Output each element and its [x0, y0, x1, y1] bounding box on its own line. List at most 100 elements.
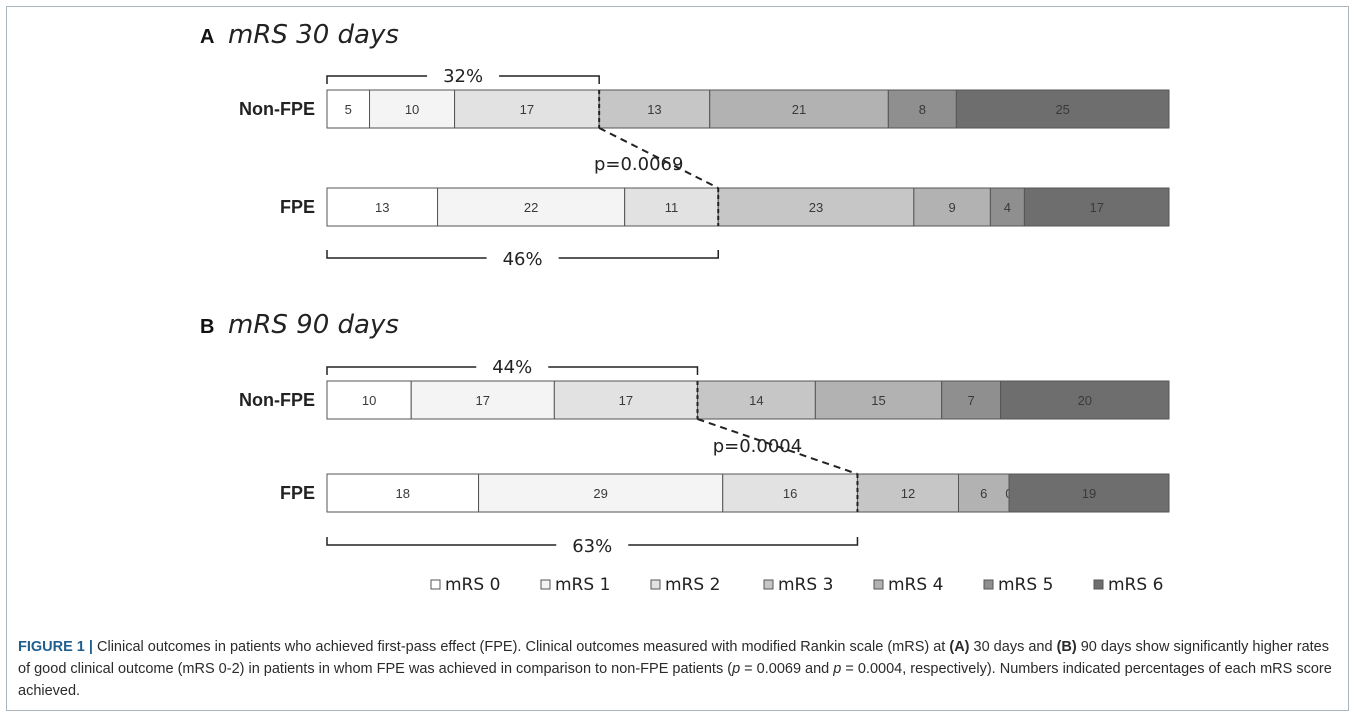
caption-text-4: = 0.0069 and [740, 661, 834, 677]
panel-b-row-1-label-mrs2: 16 [783, 486, 797, 501]
panel-a-row-0-segment-mrs4 [709, 89, 889, 129]
legend-swatch-mrs5 [983, 579, 994, 590]
panel-b-row-0-segment-mrs1 [410, 380, 555, 420]
panel-a-row-1-segment-mrs0 [326, 187, 439, 227]
panel-a-dash-connector [598, 127, 719, 189]
panel-b-row-1-label-mrs3: 12 [901, 486, 915, 501]
panel-a-row-1-label-mrs6: 17 [1089, 200, 1103, 215]
legend-label-mrs4: mRS 4 [888, 575, 943, 595]
panel-b-row-1-segment-mrs0 [326, 473, 480, 513]
figure-frame [6, 6, 1349, 711]
caption-text-2: 30 days and [969, 639, 1057, 655]
panel-b-row-0-label-mrs6: 20 [1078, 393, 1092, 408]
legend-label-mrs1: mRS 1 [555, 575, 610, 595]
panel-a-row-1-label-mrs3: 23 [809, 200, 823, 215]
panel-a-row-0-label-mrs3: 13 [647, 102, 661, 117]
panel-a-row-label-1: FPE [280, 197, 315, 217]
caption-label: FIGURE 1 | [18, 639, 93, 655]
panel-b-row-label-1: FPE [280, 483, 315, 503]
panel-a-row-0-label-mrs6: 25 [1055, 102, 1069, 117]
panel-a-row-0-segment-mrs6 [955, 89, 1170, 129]
panel-b-row-1-label-mrs0: 18 [396, 486, 410, 501]
panel-a-top-bracket-label: 32% [443, 66, 483, 87]
panel-b-row-0-label-mrs2: 17 [619, 393, 633, 408]
legend-label-mrs5: mRS 5 [998, 575, 1053, 595]
panel-a-row-0-label-mrs2: 17 [520, 102, 534, 117]
panel-a-row-1-segment-mrs5 [989, 187, 1025, 227]
panel-b-row-1-segment-mrs1 [478, 473, 724, 513]
panel-a-bottom-bracket-gap [486, 247, 559, 269]
panel-b-row-1-segment-mrs3 [856, 473, 960, 513]
panel-b-row-0-label-mrs3: 14 [749, 393, 763, 408]
panel-b-top-bracket-gap [476, 355, 549, 377]
panel-a-row-1-segment-mrs1 [437, 187, 626, 227]
caption-ref-a: (A) [949, 639, 970, 655]
caption-p-symbol-2: p [833, 661, 842, 677]
panel-b-row-1-label-mrs1: 29 [593, 486, 607, 501]
panel-b-row-1-segment-mrs2 [722, 473, 858, 513]
panel-a-row-1-label-mrs4: 9 [949, 200, 956, 215]
panel-a-row-1-label-mrs1: 22 [524, 200, 538, 215]
panel-b-row-1-segment-mrs4 [958, 473, 1010, 513]
panel-b-letter: B [200, 316, 214, 338]
panel-b-top-bracket-label: 44% [492, 357, 532, 378]
panel-b-row-0-segment-mrs2 [553, 380, 698, 420]
panel-b-row-1-label-mrs6: 19 [1082, 486, 1096, 501]
panel-b-row-0-segment-mrs0 [326, 380, 412, 420]
panel-a-letter: A [200, 26, 214, 48]
panel-a-title: mRS 30 days [228, 20, 399, 50]
legend-swatch-mrs1 [540, 579, 551, 590]
legend-label-mrs0: mRS 0 [445, 575, 500, 595]
legend-swatch-mrs0 [430, 579, 441, 590]
panel-b-row-0-segment-mrs5 [941, 380, 1002, 420]
panel-a-row-1-segment-mrs3 [717, 187, 915, 227]
legend-swatch-mrs3 [763, 579, 774, 590]
caption-text-3: 90 days show significantly higher rates … [18, 639, 1329, 677]
caption-text-1: Clinical outcomes in patients who achiev… [92, 639, 950, 655]
panel-b-row-0-label-mrs4: 15 [871, 393, 885, 408]
panel-b-bottom-bracket-gap [556, 534, 629, 556]
panel-a-row-1-label-mrs5: 4 [1004, 200, 1011, 215]
panel-a-row-label-0: Non-FPE [239, 99, 315, 119]
panel-a-bottom-bracket-label: 46% [503, 249, 543, 270]
panel-b-row-0-label-mrs0: 10 [362, 393, 376, 408]
panel-a-top-bracket-gap [427, 64, 500, 86]
panel-b-row-0-segment-mrs4 [814, 380, 943, 420]
figure-caption: FIGURE 1 | Clinical outcomes in patients… [18, 636, 1340, 702]
panel-b-p-value: p=0.0004 [713, 436, 803, 457]
caption-ref-b: (B) [1056, 639, 1077, 655]
panel-b-row-0-segment-mrs3 [696, 380, 816, 420]
panel-a-row-1-segment-mrs4 [913, 187, 991, 227]
panel-a-row-0-segment-mrs3 [598, 89, 711, 129]
panel-b-bottom-bracket-label: 63% [572, 536, 612, 557]
caption-p-symbol-1: p [732, 661, 741, 677]
panel-b-row-label-0: Non-FPE [239, 390, 315, 410]
legend-label-mrs6: mRS 6 [1108, 575, 1163, 595]
panel-b-dash-connector [697, 418, 858, 475]
panel-b-row-0-segment-mrs6 [1000, 380, 1170, 420]
caption-text-5: = 0.0004, respectively). Numbers indicat… [18, 661, 1332, 699]
legend-label-mrs3: mRS 3 [778, 575, 833, 595]
panel-a-row-0-segment-mrs5 [887, 89, 957, 129]
panel-a-row-0-label-mrs0: 5 [345, 102, 352, 117]
panel-a-row-1-label-mrs2: 11 [665, 200, 679, 215]
panel-b-row-0-label-mrs5: 7 [968, 393, 975, 408]
panel-b-row-1-segment-mrs6 [1008, 473, 1170, 513]
panel-b-row-1-label-mrs4: 6 [980, 486, 987, 501]
panel-a-row-0-label-mrs1: 10 [405, 102, 419, 117]
legend-swatch-mrs2 [650, 579, 661, 590]
panel-b-title: mRS 90 days [228, 310, 399, 340]
legend-swatch-mrs6 [1093, 579, 1104, 590]
panel-a-p-value: p=0.0069 [594, 154, 684, 175]
panel-a-row-1-segment-mrs6 [1023, 187, 1170, 227]
panel-a-row-0-label-mrs4: 21 [792, 102, 806, 117]
panel-b-row-0-label-mrs1: 17 [476, 393, 490, 408]
panel-a-row-1-label-mrs0: 13 [375, 200, 389, 215]
legend-swatch-mrs4 [873, 579, 884, 590]
legend-label-mrs2: mRS 2 [665, 575, 720, 595]
panel-a-row-0-segment-mrs0 [326, 89, 371, 129]
panel-a-row-0-label-mrs5: 8 [919, 102, 926, 117]
panel-a-row-0-segment-mrs1 [369, 89, 456, 129]
panel-a-row-1-segment-mrs2 [624, 187, 719, 227]
